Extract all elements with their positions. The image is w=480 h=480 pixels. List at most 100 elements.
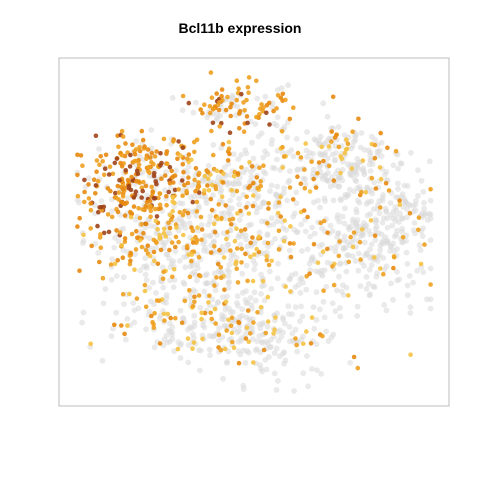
cell-point-expr-619 xyxy=(377,165,383,170)
cell-point-bg-692 xyxy=(294,167,300,174)
cell-point-expr-505 xyxy=(157,202,163,208)
cell-point-bg-1139 xyxy=(286,324,293,330)
cell-point-expr-357 xyxy=(122,239,128,244)
cell-point-expr-297 xyxy=(153,179,158,184)
cell-point-bg-598 xyxy=(274,156,280,163)
cell-point-bg-42 xyxy=(142,255,149,261)
cell-point-bg-580 xyxy=(378,153,385,160)
cell-point-bg-329 xyxy=(383,307,390,314)
cell-point-expr-509 xyxy=(205,183,210,188)
cell-point-bg-946 xyxy=(373,217,380,224)
cell-point-bg-658 xyxy=(325,155,331,162)
cell-point-bg-863 xyxy=(393,194,399,200)
cell-point-expr-708 xyxy=(88,341,93,347)
cell-point-expr-514 xyxy=(167,180,173,186)
cell-point-bg-460 xyxy=(230,251,237,257)
cell-point-bg-565 xyxy=(427,197,434,204)
cell-point-bg-618 xyxy=(383,168,390,175)
cell-point-bg-426 xyxy=(287,275,293,282)
cell-point-expr-475 xyxy=(313,185,319,190)
cell-point-bg-437 xyxy=(160,241,167,248)
cell-point-expr-501 xyxy=(214,275,219,280)
cell-point-bg-194 xyxy=(186,220,193,227)
cell-point-bg-643 xyxy=(287,168,293,175)
cell-point-bg-662 xyxy=(323,177,330,183)
cell-point-bg-799 xyxy=(356,200,363,206)
cell-point-bg-386 xyxy=(255,133,262,140)
cell-point-bg-905 xyxy=(404,261,411,267)
cell-point-expr-379 xyxy=(161,226,167,232)
cell-point-expr-434 xyxy=(321,288,326,294)
cell-point-expr-723 xyxy=(229,315,235,321)
cell-point-expr-380 xyxy=(189,258,194,264)
cell-point-expr-210 xyxy=(150,189,155,194)
cell-point-expr-502 xyxy=(225,229,230,235)
cell-point-expr-746 xyxy=(293,336,298,341)
cell-point-expr-615 xyxy=(350,129,355,134)
cell-point-expr-656 xyxy=(428,186,433,192)
cell-point-bg-286 xyxy=(341,233,348,240)
cell-point-expr-702 xyxy=(173,315,178,321)
cell-point-expr-384 xyxy=(129,231,135,237)
cell-point-expr-736 xyxy=(309,315,315,320)
cell-point-bg-1164 xyxy=(305,383,311,390)
cell-point-bg-232 xyxy=(256,229,263,236)
cell-point-bg-34 xyxy=(234,103,241,110)
cell-point-bg-360 xyxy=(197,304,204,311)
cell-point-bg-364 xyxy=(275,260,281,267)
cell-point-expr-685 xyxy=(143,304,149,310)
cell-point-bg-837 xyxy=(395,180,401,187)
cell-point-bg-1003 xyxy=(206,346,213,353)
cell-point-bg-1193 xyxy=(263,338,269,345)
cell-point-expr-303 xyxy=(159,176,164,181)
cell-point-expr-446 xyxy=(134,296,140,301)
cell-point-expr-360 xyxy=(75,224,80,229)
cell-point-expr-672 xyxy=(428,282,433,287)
cell-point-expr-553 xyxy=(205,176,211,182)
cell-point-bg-991 xyxy=(194,265,201,272)
cell-point-bg-820 xyxy=(343,284,350,291)
cell-point-bg-1088 xyxy=(170,284,177,290)
cell-point-bg-301 xyxy=(252,297,259,304)
cell-point-expr-497 xyxy=(170,274,175,280)
cell-point-bg-344 xyxy=(217,268,224,275)
cell-point-bg-764 xyxy=(316,243,323,250)
cell-point-expr-94 xyxy=(98,154,103,159)
cell-point-expr-165 xyxy=(156,195,161,201)
cell-point-expr-579 xyxy=(261,163,266,168)
cell-point-expr-234 xyxy=(120,187,126,192)
cell-point-bg-1180 xyxy=(314,367,320,373)
cell-point-expr-578 xyxy=(206,188,212,193)
cell-point-bg-549 xyxy=(236,217,243,223)
cell-point-bg-846 xyxy=(349,239,356,246)
cell-point-expr-281 xyxy=(149,150,155,156)
cell-point-bg-1198 xyxy=(309,366,315,372)
cell-point-expr-569 xyxy=(247,183,253,189)
cell-point-bg-998 xyxy=(243,288,249,295)
cell-point-bg-1195 xyxy=(268,285,275,292)
cell-point-bg-1128 xyxy=(242,360,249,366)
cell-point-expr-294 xyxy=(164,194,169,199)
cell-point-bg-1197 xyxy=(311,325,318,332)
cell-point-bg-1012 xyxy=(181,281,188,287)
cell-point-bg-1048 xyxy=(178,340,185,347)
cell-point-expr-491 xyxy=(264,253,270,259)
cell-point-expr-204 xyxy=(116,190,122,195)
cell-point-expr-54 xyxy=(237,108,243,114)
cell-point-bg-866 xyxy=(333,244,339,251)
cell-point-bg-1218 xyxy=(253,346,260,352)
cell-point-expr-642 xyxy=(391,265,396,271)
cell-point-bg-1077 xyxy=(185,359,192,366)
cell-point-expr-650 xyxy=(397,198,402,203)
cell-point-expr-298 xyxy=(176,139,181,144)
cell-point-expr-301 xyxy=(116,197,121,202)
cell-point-bg-487 xyxy=(210,192,216,199)
cell-point-expr-366 xyxy=(166,220,171,226)
cell-point-bg-1121 xyxy=(310,304,317,310)
cell-point-expr-745 xyxy=(263,330,269,336)
cell-point-bg-938 xyxy=(380,192,386,198)
cell-point-expr-670 xyxy=(368,218,374,223)
cell-point-expr-418 xyxy=(288,224,293,229)
cell-point-expr-611 xyxy=(257,165,262,171)
